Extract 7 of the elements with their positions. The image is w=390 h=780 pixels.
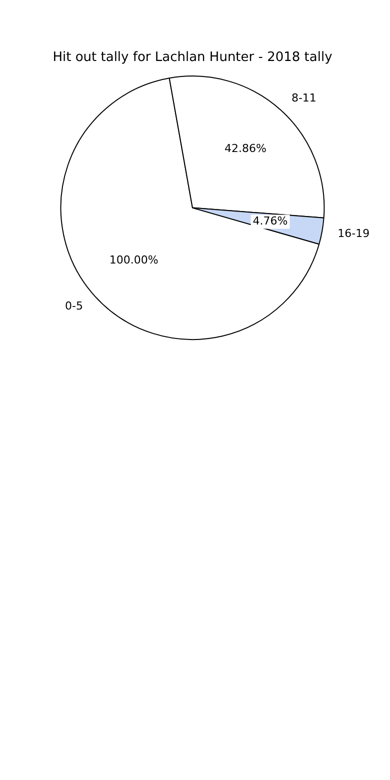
slice-label: 16-19 — [338, 226, 370, 240]
data-label: 42.86% — [224, 142, 266, 156]
data-label: 100.00% — [109, 254, 158, 267]
slice-label: 0-5 — [65, 299, 83, 312]
chart-title: Hit out tally for Lachlan Hunter - 2018 tally — [52, 50, 333, 66]
slice-label: 8-11 — [291, 91, 316, 104]
data-label: 4.76% — [252, 214, 288, 228]
